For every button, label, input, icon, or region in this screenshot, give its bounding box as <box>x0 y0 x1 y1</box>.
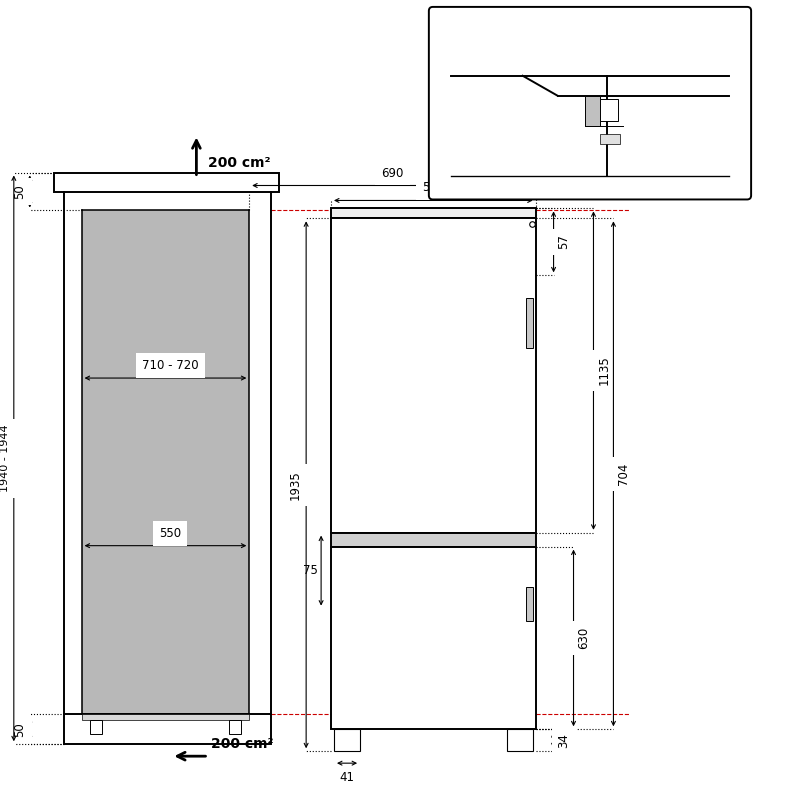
Bar <box>601 134 621 143</box>
Text: 4: 4 <box>507 37 514 50</box>
Bar <box>334 730 360 751</box>
Text: 34: 34 <box>558 733 570 748</box>
Bar <box>601 98 618 121</box>
Bar <box>331 209 536 218</box>
Bar <box>331 546 536 730</box>
Bar <box>331 218 536 533</box>
Text: 50: 50 <box>13 184 26 199</box>
Text: 550: 550 <box>159 526 182 540</box>
Bar <box>230 720 242 734</box>
Text: 690: 690 <box>382 166 404 179</box>
Text: 75: 75 <box>303 564 318 577</box>
Text: 57: 57 <box>721 119 736 132</box>
Bar <box>586 96 601 126</box>
Text: 1135: 1135 <box>598 356 610 386</box>
Text: 1940 - 1944: 1940 - 1944 <box>0 425 10 492</box>
Text: 1935: 1935 <box>448 110 461 141</box>
Text: 200 cm²: 200 cm² <box>208 155 271 170</box>
Bar <box>90 720 102 734</box>
Text: 50: 50 <box>13 722 26 737</box>
Text: 545: 545 <box>422 182 445 194</box>
Bar <box>54 173 279 193</box>
Text: 704: 704 <box>618 462 630 485</box>
Text: 41: 41 <box>339 771 354 784</box>
FancyBboxPatch shape <box>429 7 751 199</box>
Bar <box>82 714 250 720</box>
Bar <box>526 298 533 348</box>
Bar <box>526 586 533 622</box>
Text: 630: 630 <box>578 627 590 649</box>
Bar <box>506 730 533 751</box>
Text: 200 cm²: 200 cm² <box>211 738 274 751</box>
Text: 710 - 720: 710 - 720 <box>142 359 198 372</box>
Bar <box>82 210 250 714</box>
Text: 1935: 1935 <box>289 470 302 500</box>
Bar <box>331 533 536 546</box>
Text: 57: 57 <box>558 234 570 250</box>
Bar <box>64 714 271 744</box>
Text: 18: 18 <box>721 79 736 92</box>
